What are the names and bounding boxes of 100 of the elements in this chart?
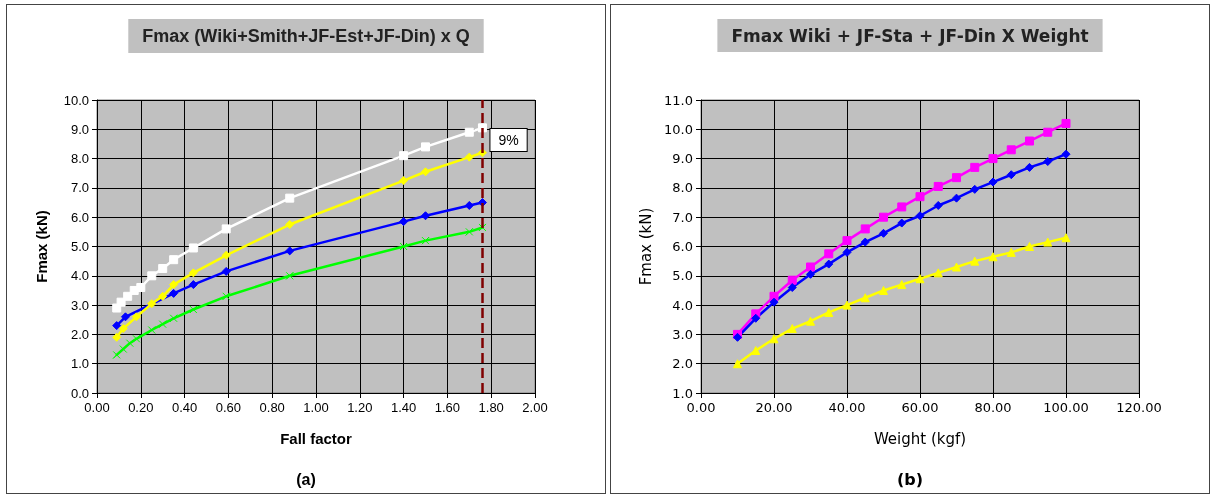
point	[1025, 162, 1034, 172]
x-tick-label: 1.40	[390, 400, 417, 415]
x-tick-label: 80.00	[974, 400, 1012, 415]
point	[478, 223, 487, 232]
point	[988, 252, 998, 262]
point	[158, 320, 167, 329]
point	[860, 224, 870, 234]
y-tick-label: 8.0	[70, 151, 89, 167]
point	[285, 220, 295, 230]
point	[188, 243, 198, 253]
y-tick-label: 5.0	[70, 239, 89, 254]
point	[158, 291, 168, 301]
point	[988, 154, 998, 164]
point	[915, 192, 925, 202]
point	[464, 200, 474, 210]
point	[787, 283, 797, 293]
y-tick-label: 8.0	[672, 180, 693, 196]
x-tick-label: 0.80	[259, 400, 285, 415]
point	[1061, 233, 1071, 243]
point	[1025, 242, 1034, 251]
point	[897, 218, 907, 228]
point	[970, 184, 980, 194]
x-axis-title: Weight (kgf)	[873, 429, 967, 448]
point	[879, 212, 888, 222]
point	[421, 167, 430, 177]
point	[221, 250, 231, 260]
point	[897, 280, 907, 290]
x-tick-label: 60.00	[901, 400, 939, 415]
point	[1025, 136, 1034, 146]
x-tick-label: 100.00	[1043, 400, 1089, 415]
y-tick-label: 3.0	[70, 297, 89, 313]
point	[806, 316, 815, 326]
point	[125, 339, 134, 348]
point	[147, 271, 157, 281]
point	[285, 193, 295, 203]
point	[769, 291, 779, 301]
y-tick-label: 2.0	[70, 326, 89, 342]
point	[970, 162, 980, 172]
annotation: 9%	[498, 132, 519, 149]
point	[169, 314, 178, 323]
point	[1043, 237, 1053, 247]
y-tick-label: 5.0	[672, 268, 693, 284]
point	[860, 293, 870, 303]
point	[131, 312, 141, 322]
point	[399, 242, 408, 251]
point	[112, 350, 121, 359]
y-tick-label: 7.0	[672, 209, 693, 225]
point	[285, 271, 294, 280]
point	[119, 345, 128, 354]
x-axis-title: Fall factor	[280, 430, 352, 447]
point	[1043, 157, 1053, 167]
point	[1006, 247, 1016, 257]
point	[1061, 118, 1071, 128]
x-tick-label: 0.00	[84, 400, 110, 415]
point	[132, 334, 141, 343]
y-tick-label: 4.0	[672, 297, 693, 313]
point	[421, 236, 430, 245]
x-tick-label: 40.00	[828, 400, 866, 415]
point	[169, 280, 179, 290]
point	[118, 324, 128, 334]
x-tick-label: 1.20	[347, 400, 373, 415]
y-tick-label: 1.0	[70, 356, 89, 372]
y-tick-label: 0.0	[70, 385, 89, 401]
point	[221, 266, 231, 276]
point	[169, 288, 179, 298]
y-tick-label: 7.0	[70, 180, 89, 196]
point	[136, 283, 146, 293]
point	[733, 359, 742, 369]
point	[116, 297, 126, 307]
y-tick-label: 10.0	[664, 121, 693, 137]
point	[421, 211, 430, 221]
y-tick-label: 10.0	[63, 92, 89, 108]
point	[1043, 127, 1053, 137]
point	[399, 217, 409, 227]
point	[112, 332, 122, 342]
point	[842, 247, 852, 257]
point	[222, 292, 231, 301]
point	[952, 173, 961, 183]
x-tick-label: 2.00	[522, 400, 548, 415]
point	[933, 268, 943, 278]
point	[842, 236, 852, 246]
y-tick-label: 9.0	[70, 121, 89, 137]
point	[158, 263, 168, 273]
point	[188, 280, 198, 290]
point	[169, 255, 179, 265]
point	[120, 312, 130, 322]
text: (b)	[896, 469, 924, 489]
point	[221, 224, 231, 234]
y-axis-title: Fmax (kN)	[33, 210, 50, 283]
y-tick-label: 4.0	[70, 268, 89, 284]
point	[806, 269, 815, 279]
point	[787, 324, 797, 334]
point	[952, 193, 961, 203]
point	[464, 152, 474, 162]
y-tick-label: 9.0	[672, 151, 693, 167]
point	[399, 176, 409, 186]
point	[769, 297, 779, 307]
point	[465, 227, 474, 236]
y-tick-label: 2.0	[672, 356, 693, 372]
point	[897, 202, 907, 212]
